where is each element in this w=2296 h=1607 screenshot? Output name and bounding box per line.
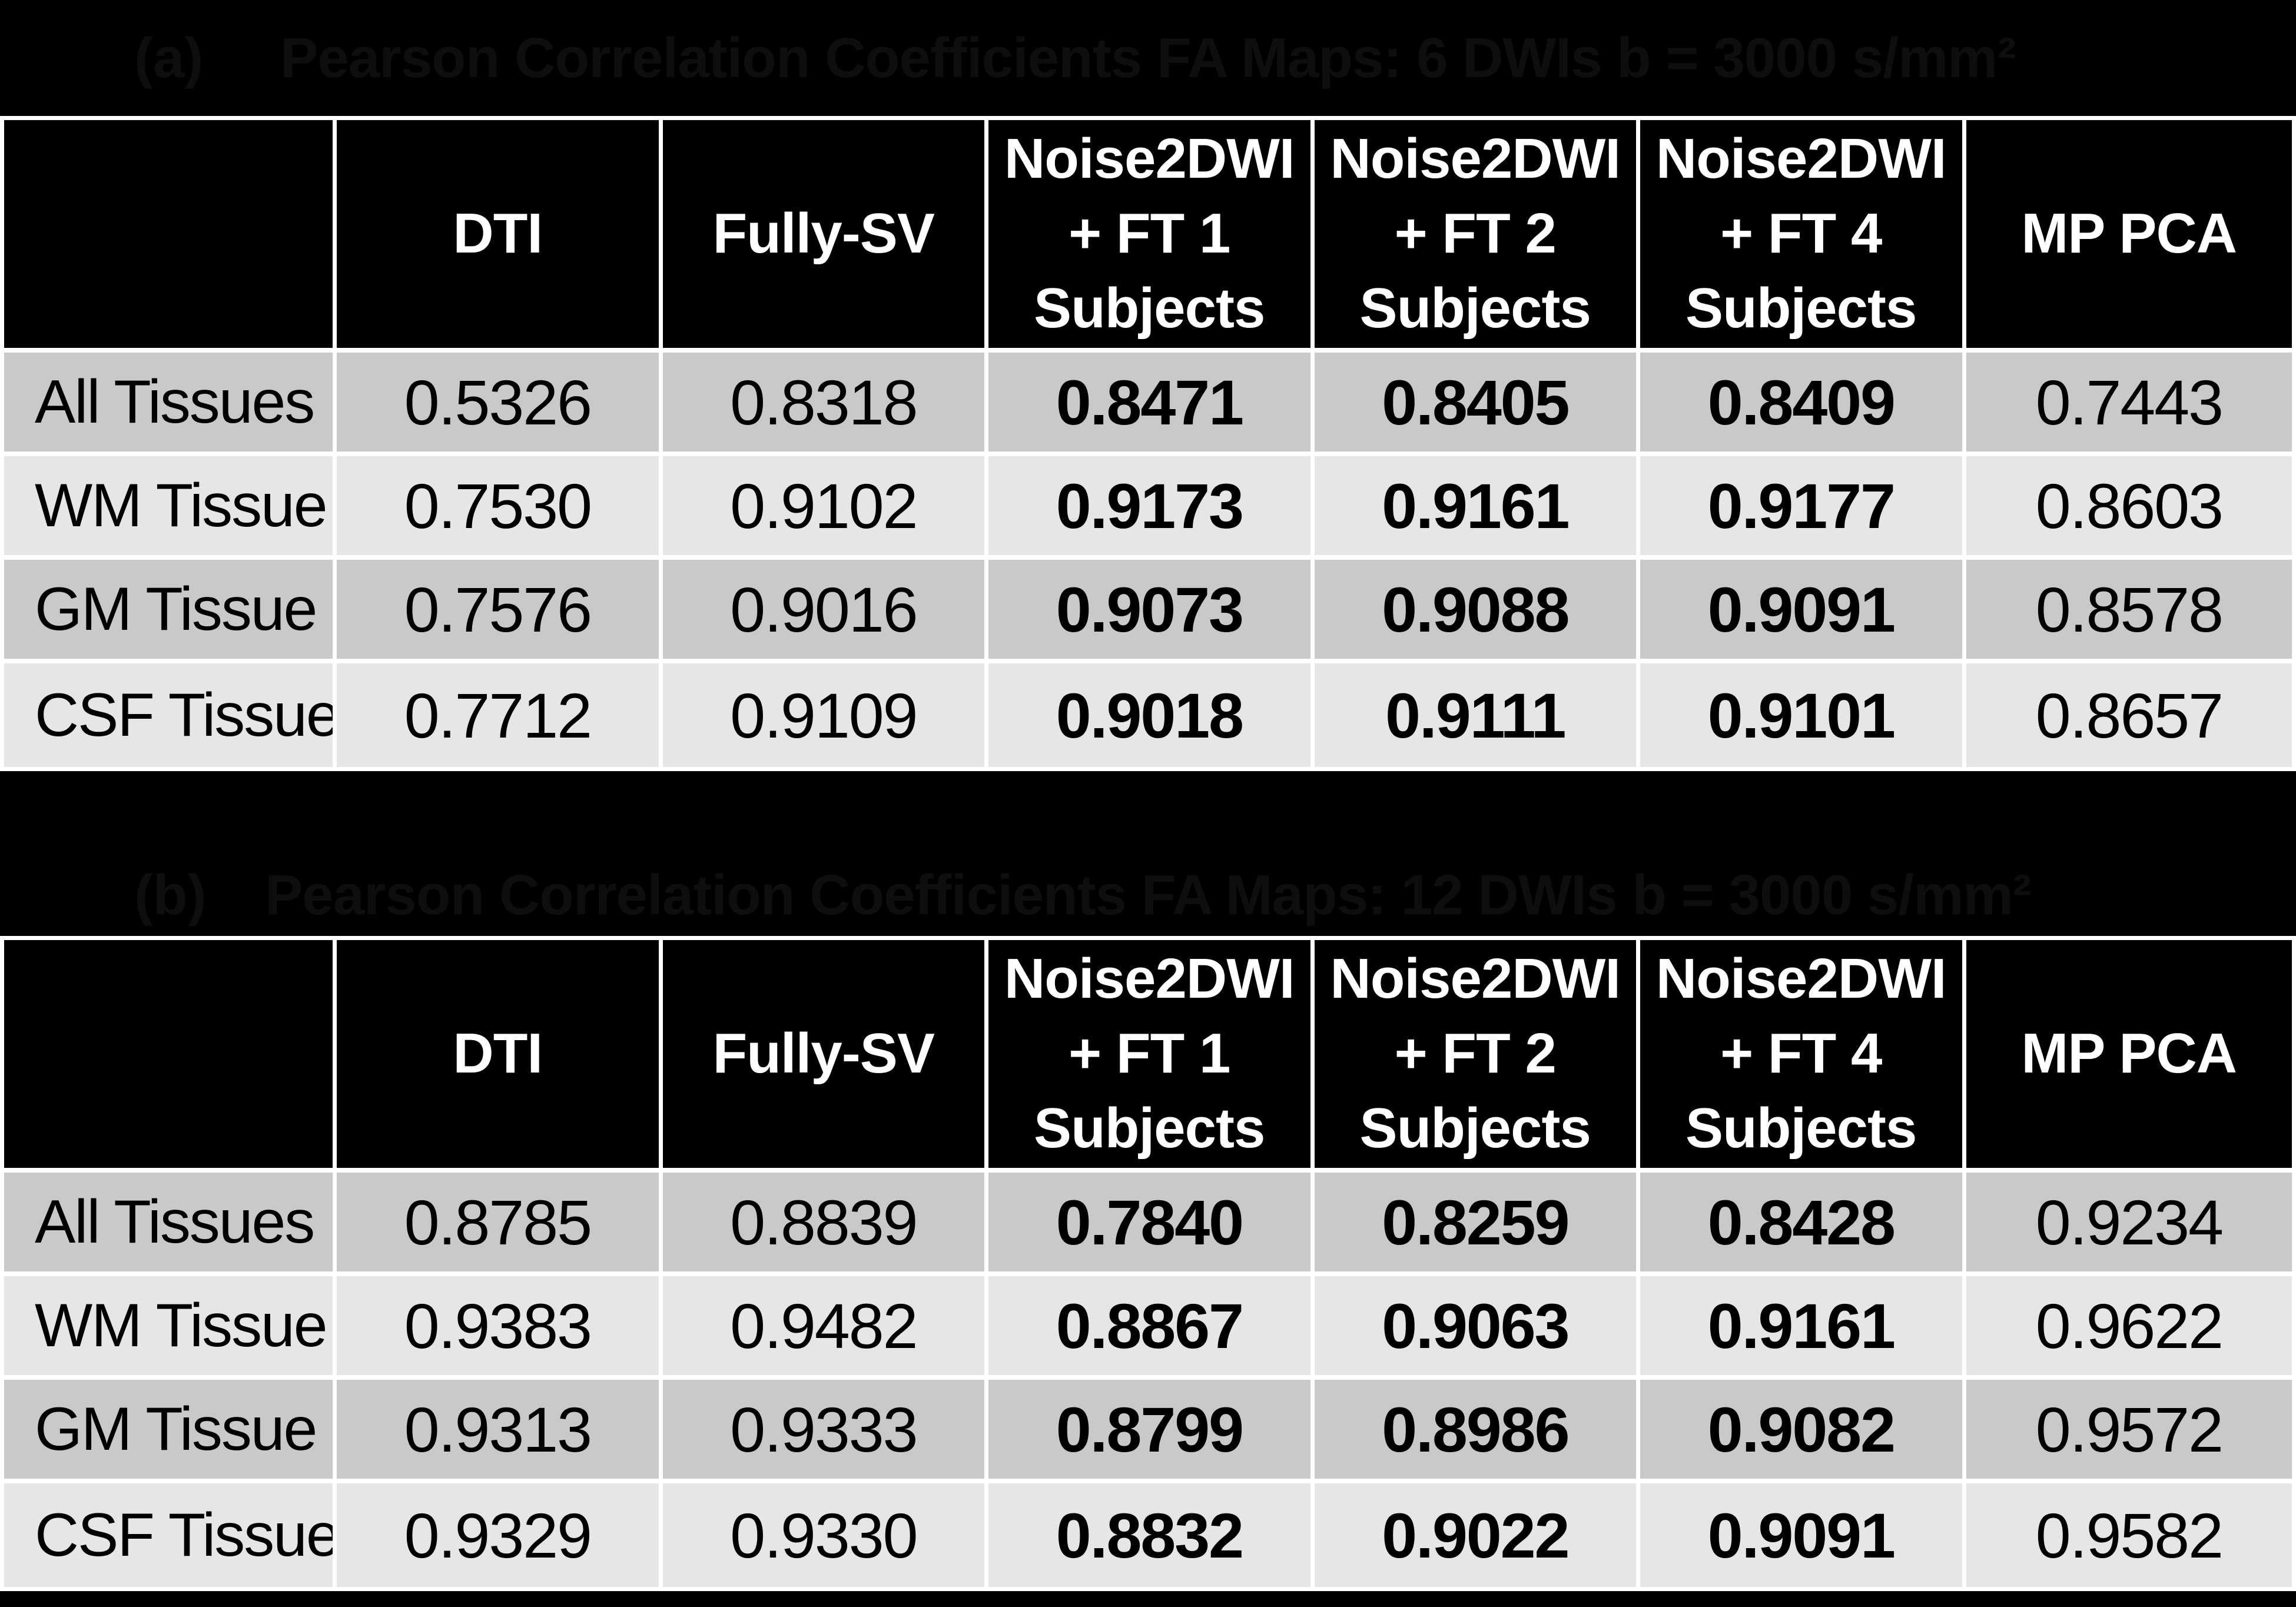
column-header-noise2dwi-ft1: Noise2DWI + FT 1 Subjects — [988, 120, 1315, 353]
value-cell: 0.9111 — [1314, 663, 1640, 767]
value-cell: 0.9572 — [1966, 1380, 2292, 1483]
corner-cell — [4, 120, 337, 353]
column-header-dti: DTI — [337, 120, 663, 353]
column-header-mp-pca: MP PCA — [1966, 120, 2292, 353]
column-header-fully-sv: Fully-SV — [662, 120, 988, 353]
row-label: All Tissues — [4, 353, 337, 456]
table-row: WM Tissue 0.9383 0.9482 0.8867 0.9063 0.… — [4, 1276, 2292, 1380]
value-cell: 0.9333 — [662, 1380, 988, 1483]
value-cell: 0.9161 — [1640, 1276, 1966, 1380]
row-label: CSF Tissue — [4, 1483, 337, 1587]
panel-b-title-band: (b) Pearson Correlation Coefficients FA … — [0, 771, 2296, 936]
value-cell: 0.7443 — [1966, 353, 2292, 456]
table-a-header-row: DTI Fully-SV Noise2DWI + FT 1 Subjects N… — [4, 120, 2292, 353]
panel-a-title: Pearson Correlation Coefficients FA Maps… — [280, 26, 2016, 89]
value-cell: 0.9088 — [1314, 560, 1640, 663]
table-row: All Tissues 0.8785 0.8839 0.7840 0.8259 … — [4, 1173, 2292, 1276]
value-cell: 0.9018 — [988, 663, 1315, 767]
column-header-mp-pca: MP PCA — [1966, 940, 2292, 1173]
value-cell: 0.8428 — [1640, 1173, 1966, 1276]
value-cell: 0.9109 — [662, 663, 988, 767]
value-cell: 0.9091 — [1640, 560, 1966, 663]
value-cell: 0.9082 — [1640, 1380, 1966, 1483]
value-cell: 0.9091 — [1640, 1483, 1966, 1587]
value-cell: 0.9313 — [337, 1380, 663, 1483]
table-row: WM Tissue 0.7530 0.9102 0.9173 0.9161 0.… — [4, 456, 2292, 560]
table-row: All Tissues 0.5326 0.8318 0.8471 0.8405 … — [4, 353, 2292, 456]
value-cell: 0.9063 — [1314, 1276, 1640, 1380]
column-header-dti: DTI — [337, 940, 663, 1173]
value-cell: 0.8986 — [1314, 1380, 1640, 1483]
panel-b-label: (b) — [134, 864, 207, 927]
value-cell: 0.9177 — [1640, 456, 1966, 560]
value-cell: 0.5326 — [337, 353, 663, 456]
column-header-noise2dwi-ft2: Noise2DWI + FT 2 Subjects — [1314, 120, 1640, 353]
table-row: CSF Tissue 0.9329 0.9330 0.8832 0.9022 0… — [4, 1483, 2292, 1587]
value-cell: 0.9329 — [337, 1483, 663, 1587]
value-cell: 0.9582 — [1966, 1483, 2292, 1587]
value-cell: 0.9622 — [1966, 1276, 2292, 1380]
row-label: GM Tissue — [4, 560, 337, 663]
value-cell: 0.9234 — [1966, 1173, 2292, 1276]
value-cell: 0.8603 — [1966, 456, 2292, 560]
row-label: WM Tissue — [4, 456, 337, 560]
value-cell: 0.7840 — [988, 1173, 1315, 1276]
value-cell: 0.8409 — [1640, 353, 1966, 456]
column-header-noise2dwi-ft2: Noise2DWI + FT 2 Subjects — [1314, 940, 1640, 1173]
value-cell: 0.8471 — [988, 353, 1315, 456]
table-row: GM Tissue 0.9313 0.9333 0.8799 0.8986 0.… — [4, 1380, 2292, 1483]
table-b-header-row: DTI Fully-SV Noise2DWI + FT 1 Subjects N… — [4, 940, 2292, 1173]
value-cell: 0.8867 — [988, 1276, 1315, 1380]
value-cell: 0.9022 — [1314, 1483, 1640, 1587]
value-cell: 0.8578 — [1966, 560, 2292, 663]
value-cell: 0.8318 — [662, 353, 988, 456]
row-label: GM Tissue — [4, 1380, 337, 1483]
value-cell: 0.8832 — [988, 1483, 1315, 1587]
column-header-noise2dwi-ft4: Noise2DWI + FT 4 Subjects — [1640, 940, 1966, 1173]
value-cell: 0.9330 — [662, 1483, 988, 1587]
table-row: CSF Tissue 0.7712 0.9109 0.9018 0.9111 0… — [4, 663, 2292, 767]
panel-b-title: Pearson Correlation Coefficients FA Maps… — [265, 864, 2032, 927]
value-cell: 0.9101 — [1640, 663, 1966, 767]
column-header-noise2dwi-ft1: Noise2DWI + FT 1 Subjects — [988, 940, 1315, 1173]
value-cell: 0.9161 — [1314, 456, 1640, 560]
panel-a-title-band: (a) Pearson Correlation Coefficients FA … — [0, 0, 2296, 116]
value-cell: 0.7530 — [337, 456, 663, 560]
row-label: All Tissues — [4, 1173, 337, 1276]
row-label: CSF Tissue — [4, 663, 337, 767]
column-header-fully-sv: Fully-SV — [662, 940, 988, 1173]
value-cell: 0.8259 — [1314, 1173, 1640, 1276]
value-cell: 0.9482 — [662, 1276, 988, 1380]
column-header-noise2dwi-ft4: Noise2DWI + FT 4 Subjects — [1640, 120, 1966, 353]
value-cell: 0.9102 — [662, 456, 988, 560]
value-cell: 0.7712 — [337, 663, 663, 767]
value-cell: 0.9016 — [662, 560, 988, 663]
value-cell: 0.8405 — [1314, 353, 1640, 456]
value-cell: 0.9173 — [988, 456, 1315, 560]
value-cell: 0.7576 — [337, 560, 663, 663]
value-cell: 0.8799 — [988, 1380, 1315, 1483]
table-a: DTI Fully-SV Noise2DWI + FT 1 Subjects N… — [0, 116, 2296, 771]
row-label: WM Tissue — [4, 1276, 337, 1380]
value-cell: 0.8839 — [662, 1173, 988, 1276]
value-cell: 0.8785 — [337, 1173, 663, 1276]
panel-a-label: (a) — [134, 26, 204, 89]
value-cell: 0.9073 — [988, 560, 1315, 663]
table-row: GM Tissue 0.7576 0.9016 0.9073 0.9088 0.… — [4, 560, 2292, 663]
corner-cell — [4, 940, 337, 1173]
value-cell: 0.8657 — [1966, 663, 2292, 767]
table-b: DTI Fully-SV Noise2DWI + FT 1 Subjects N… — [0, 936, 2296, 1591]
value-cell: 0.9383 — [337, 1276, 663, 1380]
